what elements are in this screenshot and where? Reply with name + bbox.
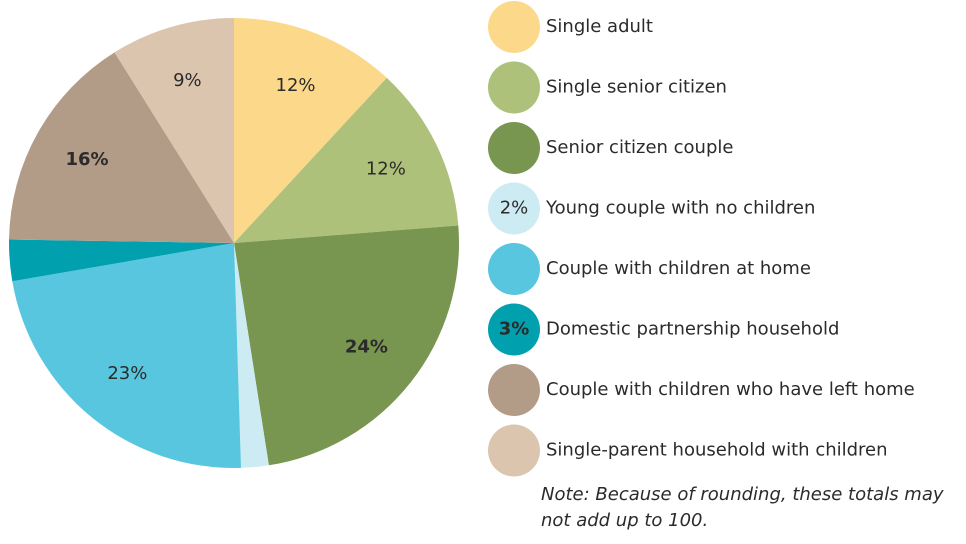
- pie-slice: [234, 225, 459, 466]
- data-label: 12%: [366, 158, 406, 179]
- pie-slice: [114, 17, 234, 243]
- legend-label: Domestic partnership household: [546, 319, 839, 340]
- legend-swatch: [488, 364, 540, 416]
- pie-slice: [234, 243, 269, 468]
- legend-label: Single senior citizen: [546, 77, 727, 98]
- legend-label: Young couple with no children: [545, 198, 815, 219]
- pie-slice: [8, 239, 234, 282]
- pie-slice: [9, 52, 235, 244]
- data-label: 9%: [173, 70, 202, 91]
- legend-label: Senior citizen couple: [546, 137, 733, 158]
- note: Note: Because of rounding, these totals …: [541, 484, 944, 531]
- pie-slice: [234, 77, 459, 244]
- legend-label: Couple with children who have left home: [546, 379, 915, 400]
- data-label: 2%: [500, 198, 529, 219]
- data-label: 16%: [65, 149, 108, 170]
- legend-swatch: [488, 424, 540, 477]
- legend-swatch: [488, 303, 540, 356]
- legend-swatch: [488, 182, 540, 235]
- data-label: 12%: [276, 75, 316, 96]
- legend-label: Single adult: [546, 16, 653, 37]
- pie-slice: [12, 243, 241, 468]
- legend-swatch: [488, 61, 540, 114]
- legend-label: Single-parent household with children: [546, 440, 888, 461]
- data-label: 23%: [107, 363, 147, 384]
- legend-label: Couple with children at home: [546, 258, 811, 279]
- data-label: 3%: [499, 319, 530, 340]
- legend-swatch: [488, 1, 540, 53]
- legend-swatch: [488, 243, 540, 295]
- legend-swatch: [488, 122, 540, 174]
- data-label: 24%: [345, 337, 388, 358]
- pie-slice: [234, 18, 387, 243]
